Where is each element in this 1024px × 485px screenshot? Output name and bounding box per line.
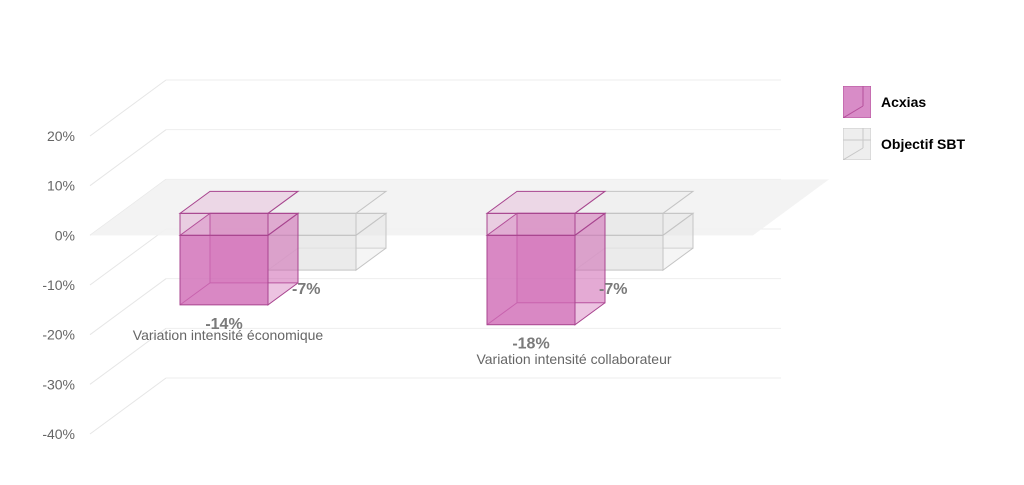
data-label-objectif-sbt: -7% [599, 281, 627, 298]
y-tick-label: -20% [42, 327, 75, 343]
gridline-diag [89, 327, 167, 385]
zero-plane-surface [90, 179, 829, 236]
labels: -14% -7% Variation intensité économique -18… [133, 281, 672, 367]
y-tick-label: 20% [47, 128, 75, 144]
gridline-diag [89, 129, 167, 187]
bar-objectif-sbt-2-front [574, 234, 664, 271]
bars [178, 190, 695, 326]
bar-acxias-1-top-band [179, 212, 269, 236]
legend-item-acxias[interactable]: Acxias [843, 86, 965, 118]
legend-label-objectif-sbt: Objectif SBT [881, 136, 966, 152]
y-tick-label: -10% [42, 277, 75, 293]
legend-label-acxias: Acxias [881, 94, 927, 110]
y-tick-label: -30% [42, 376, 75, 392]
bar-acxias-1-top-cap [178, 190, 300, 214]
gridline-diag [89, 79, 167, 137]
zero-plane [90, 179, 829, 236]
bar-acxias-2-top-cap [485, 190, 607, 214]
category-label: Variation intensité économique [133, 327, 324, 343]
data-label-acxias: -18% [512, 336, 549, 353]
gridline-diag [89, 278, 167, 336]
y-tick-label: 0% [55, 227, 75, 243]
bar-objectif-sbt-1-front [267, 234, 357, 271]
bar-acxias-1-front [179, 234, 269, 306]
bar-acxias-2-top-band [486, 212, 576, 236]
gridline-diag [89, 228, 167, 286]
legend-swatch-acxias [843, 86, 871, 118]
legend: Acxias Objectif SBT [843, 86, 965, 170]
data-label-objectif-sbt: -7% [292, 281, 320, 298]
bar-acxias-1[interactable] [178, 190, 300, 306]
bar-acxias-2-front [486, 234, 576, 326]
data-label-acxias: -14% [205, 316, 242, 333]
legend-item-objectif-sbt[interactable]: Objectif SBT [843, 128, 965, 160]
bar-acxias-2[interactable] [485, 190, 607, 326]
legend-swatch-objectif-sbt [843, 128, 871, 160]
bar-objectif-sbt-2[interactable] [573, 190, 695, 272]
category-label: Variation intensité collaborateur [476, 351, 671, 367]
y-axis-ticks: 20% 10% 0% -10% -20% -30% -40% [42, 128, 75, 442]
gridline-diag [89, 377, 167, 435]
y-tick-label: 10% [47, 178, 75, 194]
y-tick-label: -40% [42, 426, 75, 442]
